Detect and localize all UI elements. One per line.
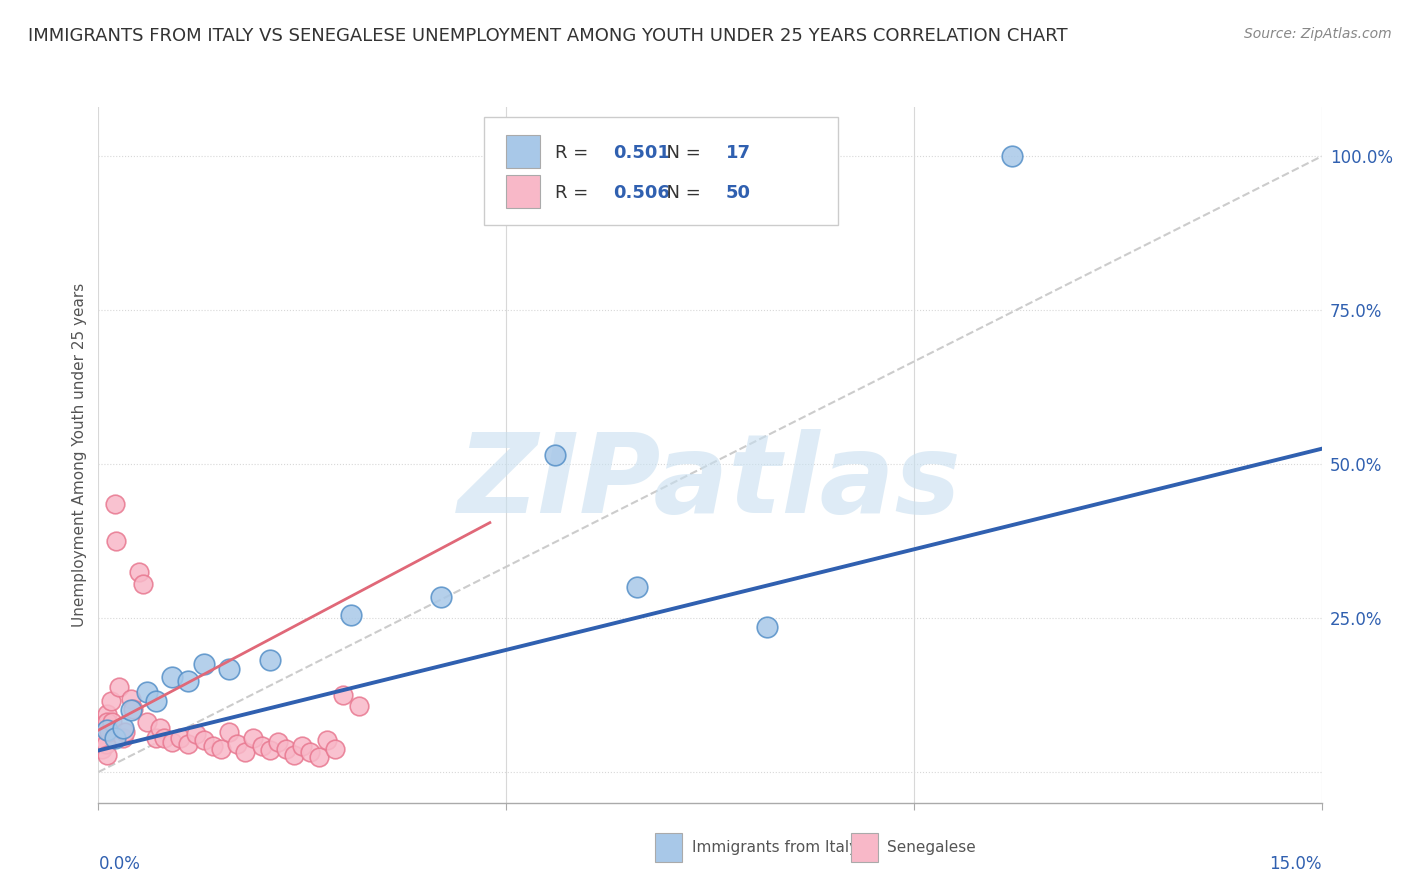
Point [291, 739, 314, 753]
Text: 17: 17 [725, 144, 751, 162]
Point [186, 727, 208, 741]
Point [1001, 149, 1024, 163]
Point [160, 669, 183, 683]
Point [201, 739, 224, 753]
Text: 0.501: 0.501 [613, 144, 671, 162]
Point [101, 714, 124, 729]
Point [114, 725, 136, 739]
Point [89, 731, 111, 746]
Point [93, 733, 115, 747]
Text: 15.0%: 15.0% [1270, 855, 1322, 873]
Point [756, 620, 779, 634]
Point [169, 731, 191, 746]
Point [193, 657, 215, 672]
Y-axis label: Unemployment Among Youth under 25 years: Unemployment Among Youth under 25 years [72, 283, 87, 627]
Point [132, 577, 155, 591]
Point [136, 714, 159, 729]
Point [104, 731, 127, 746]
Text: N =: N = [655, 184, 706, 202]
Point [250, 739, 273, 753]
Point [177, 673, 200, 688]
Point [96, 747, 118, 762]
Text: R =: R = [555, 184, 593, 202]
Point [299, 745, 322, 759]
Point [430, 590, 453, 604]
Text: IMMIGRANTS FROM ITALY VS SENEGALESE UNEMPLOYMENT AMONG YOUTH UNDER 25 YEARS CORR: IMMIGRANTS FROM ITALY VS SENEGALESE UNEM… [28, 27, 1067, 45]
FancyBboxPatch shape [851, 833, 877, 862]
Point [193, 733, 215, 747]
Point [177, 737, 200, 751]
Text: 0.0%: 0.0% [98, 855, 141, 873]
Point [226, 737, 249, 751]
Point [218, 725, 240, 739]
Point [90, 735, 112, 749]
Point [100, 694, 122, 708]
Point [145, 694, 167, 708]
Point [259, 743, 281, 757]
Point [283, 747, 305, 762]
Point [96, 723, 118, 738]
Point [120, 703, 142, 717]
Point [149, 721, 172, 735]
Point [233, 745, 256, 759]
Point [121, 702, 143, 716]
Point [105, 534, 128, 549]
Point [544, 448, 567, 462]
Text: N =: N = [655, 144, 706, 162]
Point [94, 737, 117, 751]
Point [145, 731, 167, 746]
Point [274, 741, 297, 756]
Point [209, 741, 232, 756]
Point [323, 741, 346, 756]
Point [108, 680, 131, 694]
Text: Senegalese: Senegalese [887, 840, 976, 855]
Text: 0.506: 0.506 [613, 184, 671, 202]
Point [267, 735, 290, 749]
Point [98, 725, 121, 739]
Point [96, 714, 118, 729]
Point [349, 698, 371, 713]
Point [259, 653, 281, 667]
Point [160, 735, 183, 749]
Point [128, 565, 150, 579]
Point [111, 721, 134, 735]
Point [91, 721, 114, 735]
Point [136, 685, 159, 699]
Text: R =: R = [555, 144, 593, 162]
Point [242, 731, 264, 746]
Point [120, 692, 142, 706]
FancyBboxPatch shape [655, 833, 682, 862]
FancyBboxPatch shape [506, 135, 540, 169]
Point [340, 607, 363, 622]
FancyBboxPatch shape [506, 175, 540, 208]
Point [332, 688, 354, 702]
FancyBboxPatch shape [484, 118, 838, 226]
Text: Immigrants from Italy: Immigrants from Italy [692, 840, 858, 855]
Point [308, 749, 330, 764]
Point [94, 717, 117, 731]
Point [91, 727, 114, 741]
Point [315, 733, 337, 747]
Point [90, 741, 112, 756]
Text: Source: ZipAtlas.com: Source: ZipAtlas.com [1244, 27, 1392, 41]
Point [152, 731, 174, 746]
Point [626, 580, 648, 594]
Text: ZIPatlas: ZIPatlas [458, 429, 962, 536]
Point [104, 497, 127, 511]
Point [111, 731, 134, 746]
Point [96, 706, 118, 721]
Point [218, 662, 240, 676]
Text: 50: 50 [725, 184, 751, 202]
